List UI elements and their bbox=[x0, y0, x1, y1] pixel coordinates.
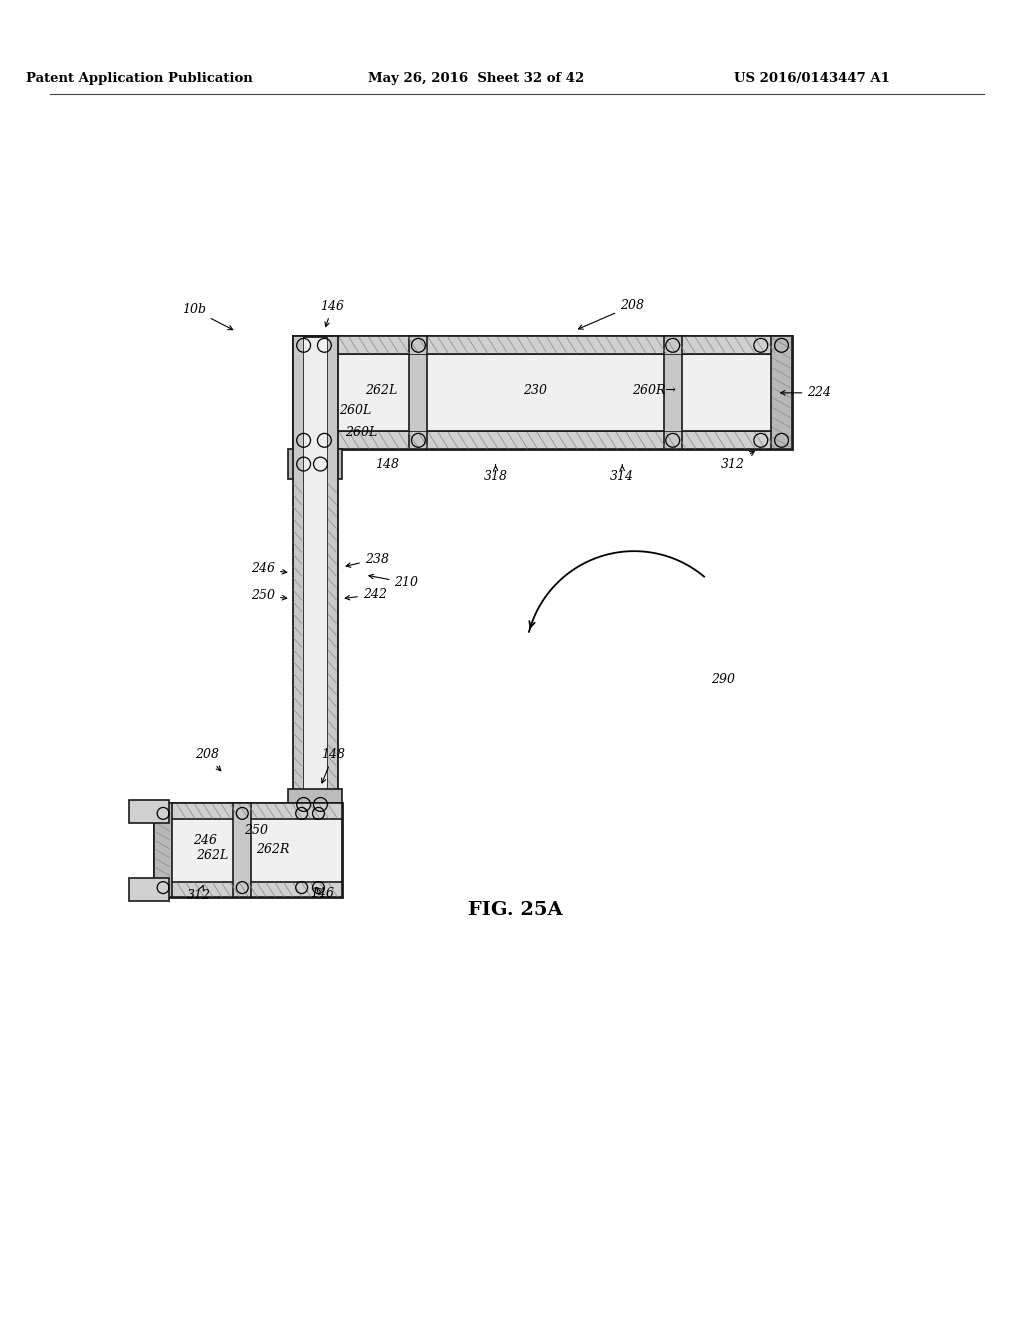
Text: 238: 238 bbox=[346, 553, 389, 568]
Text: 260L: 260L bbox=[339, 404, 371, 417]
Text: 318: 318 bbox=[483, 465, 508, 483]
Text: 312: 312 bbox=[186, 886, 211, 902]
Text: Patent Application Publication: Patent Application Publication bbox=[26, 71, 253, 84]
Text: 246: 246 bbox=[193, 834, 217, 846]
Text: 262L: 262L bbox=[197, 850, 228, 862]
Bar bbox=[155, 882, 342, 898]
Text: 290: 290 bbox=[712, 673, 735, 686]
Text: 314: 314 bbox=[610, 465, 634, 483]
Bar bbox=[293, 337, 793, 449]
Text: 208: 208 bbox=[195, 748, 221, 771]
Text: 224: 224 bbox=[780, 387, 831, 400]
Bar bbox=[664, 337, 682, 449]
Text: 146: 146 bbox=[321, 300, 344, 326]
Text: 260L: 260L bbox=[345, 426, 377, 440]
Bar bbox=[129, 800, 169, 824]
Text: 230: 230 bbox=[523, 384, 547, 397]
Bar bbox=[288, 788, 342, 820]
Text: 260R→: 260R→ bbox=[632, 384, 676, 397]
Bar bbox=[293, 337, 337, 818]
Bar bbox=[155, 804, 342, 898]
Text: 10b: 10b bbox=[182, 304, 232, 330]
Text: 208: 208 bbox=[579, 300, 644, 329]
Bar bbox=[771, 337, 793, 449]
Text: 146: 146 bbox=[310, 887, 335, 900]
Text: 242: 242 bbox=[345, 589, 387, 601]
Bar bbox=[293, 432, 793, 449]
Text: 148: 148 bbox=[322, 748, 345, 783]
Bar bbox=[155, 804, 342, 820]
Bar bbox=[155, 804, 172, 898]
Bar bbox=[233, 804, 251, 898]
Text: US 2016/0143447 A1: US 2016/0143447 A1 bbox=[734, 71, 890, 84]
Bar bbox=[293, 337, 793, 354]
Bar bbox=[328, 337, 337, 818]
Text: 312: 312 bbox=[721, 451, 755, 470]
Bar bbox=[293, 337, 303, 818]
Text: 262R: 262R bbox=[256, 843, 290, 857]
Text: 250: 250 bbox=[251, 589, 287, 602]
Bar bbox=[129, 878, 169, 902]
Bar bbox=[410, 337, 427, 449]
Text: 262L: 262L bbox=[365, 384, 397, 397]
Text: 246: 246 bbox=[251, 562, 287, 576]
Text: 250: 250 bbox=[244, 824, 268, 837]
Text: May 26, 2016  Sheet 32 of 42: May 26, 2016 Sheet 32 of 42 bbox=[368, 71, 584, 84]
Text: 210: 210 bbox=[369, 574, 419, 589]
Text: FIG. 25A: FIG. 25A bbox=[468, 902, 563, 919]
Bar bbox=[288, 449, 342, 479]
Bar bbox=[293, 337, 314, 449]
Text: 148: 148 bbox=[375, 458, 398, 470]
